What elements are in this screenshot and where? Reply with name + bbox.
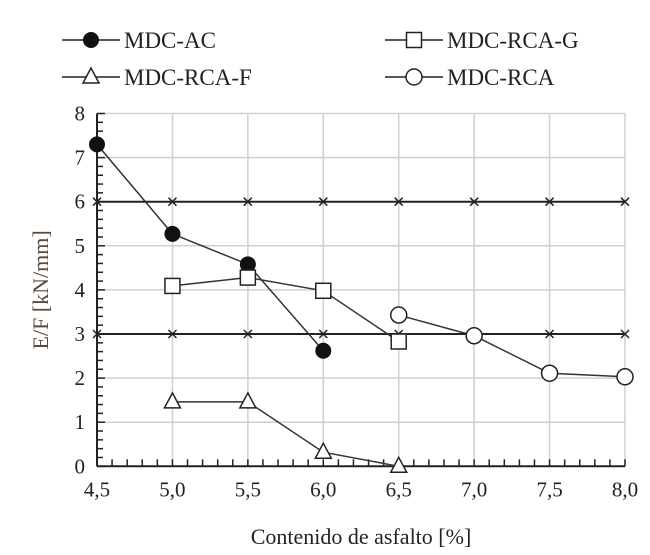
y-axis-title: E/F [kN/mm] [28,230,53,349]
x-tick-label: 5,0 [159,477,185,501]
reference-x-marker [545,329,555,339]
y-tick-label: 1 [75,410,86,434]
data-point-mdc-rca [389,306,408,324]
reference-x-marker [620,329,630,339]
reference-x-marker [318,197,328,207]
data-point-mdc-rca-g [315,282,332,300]
data-point-mdc-rca-g [390,333,407,350]
series-line-mdc-rca-g [172,276,400,343]
data-point-mdc-rca-f [238,391,258,409]
data-point-mdc-ac [164,225,181,242]
x-tick-label: 7,5 [536,477,562,501]
legend-marker [405,68,423,86]
x-axis-title: Contenido de asfalto [%] [251,524,472,549]
series-line-mdc-rca [398,314,626,378]
x-tick-label: 7,0 [461,477,487,501]
x-tick-label: 6,5 [386,477,412,501]
reference-x-marker [620,197,630,207]
x-tick-label: 8,0 [612,477,638,501]
y-tick-label: 8 [75,102,86,126]
legend-label: MDC-RCA [447,65,555,90]
reference-x-marker [167,329,177,339]
reference-x-marker [243,329,253,339]
y-tick-label: 2 [75,366,86,390]
y-tick-label: 6 [75,190,86,214]
x-tick-label: 6,0 [310,477,336,501]
data-point-mdc-rca [616,368,634,386]
y-tick-label: 0 [75,454,86,478]
data-point-mdc-rca-g [164,277,181,295]
data-point-mdc-rca [465,327,483,345]
data-point-mdc-rca-f [163,391,182,409]
data-point-mdc-ac [315,342,332,359]
reference-x-marker [92,197,102,207]
y-tick-label: 5 [75,234,86,258]
data-point-mdc-rca-f [389,455,408,474]
legend-label: MDC-RCA-G [447,28,579,53]
reference-x-marker [545,197,555,207]
series-line-mdc-rca-f [172,401,399,468]
reference-x-marker [92,329,102,339]
data-point-mdc-ac [89,136,105,153]
legend-label: MDC-AC [124,28,216,53]
legend-marker [83,32,99,48]
data-point-mdc-rca-g [239,269,257,286]
series-line-mdc-ac [96,143,324,352]
reference-x-marker [394,197,404,207]
y-tick-label: 4 [75,278,86,302]
x-tick-label: 5,5 [235,477,261,501]
x-tick-label: 4,5 [84,477,110,501]
legend-marker [405,31,423,49]
reference-x-marker [243,197,253,207]
data-point-mdc-rca [540,364,559,382]
reference-x-marker [469,197,479,207]
data-point-mdc-rca-f [314,441,333,459]
reference-x-marker [318,329,328,339]
legend-label: MDC-RCA-F [124,65,252,90]
y-tick-label: 7 [75,146,86,170]
y-tick-label: 3 [75,322,86,346]
legend-marker [81,66,101,84]
reference-x-marker [167,197,177,207]
